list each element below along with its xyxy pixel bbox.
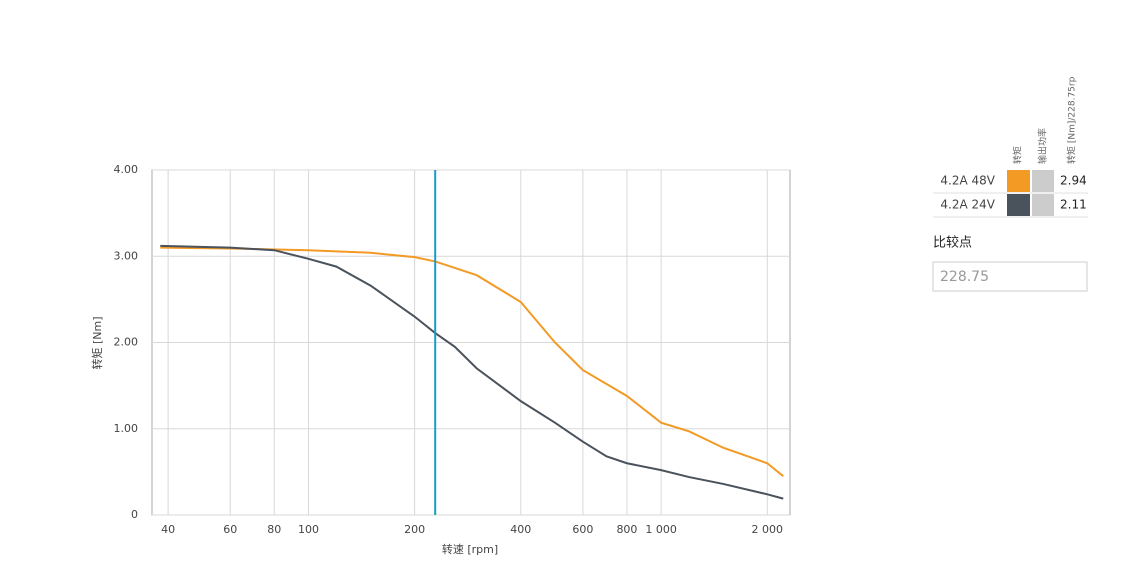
x-tick-label: 1 000 <box>645 523 677 536</box>
legend-value: 2.94 <box>1060 174 1087 188</box>
x-tick-label: 60 <box>223 523 237 536</box>
x-tick-label: 200 <box>404 523 425 536</box>
x-tick-label: 2 000 <box>752 523 784 536</box>
legend-swatch <box>1007 170 1030 192</box>
x-axis-label: 转速 [rpm] <box>442 542 498 556</box>
x-tick-label: 600 <box>572 523 593 536</box>
y-tick-label: 3.00 <box>114 249 139 262</box>
legend-name: 4.2A 48V <box>940 174 995 188</box>
legend-value: 2.11 <box>1060 198 1087 212</box>
legend-header: 转矩 <box>1012 146 1024 164</box>
legend-swatch <box>1007 194 1030 216</box>
y-axis-label: 转矩 [Nm] <box>90 316 104 369</box>
series-line <box>160 246 784 477</box>
x-tick-label: 40 <box>161 523 175 536</box>
x-tick-label: 100 <box>298 523 319 536</box>
y-tick-label: 0 <box>131 508 138 521</box>
legend-header: 输出功率 <box>1037 128 1049 164</box>
legend-swatch <box>1032 170 1054 192</box>
y-tick-label: 1.00 <box>114 422 139 435</box>
legend-swatch <box>1032 194 1054 216</box>
y-tick-label: 2.00 <box>114 336 139 349</box>
x-tick-label: 80 <box>267 523 281 536</box>
x-tick-label: 400 <box>510 523 531 536</box>
series-line <box>160 244 784 500</box>
compare-value: 228.75 <box>940 269 989 285</box>
legend-name: 4.2A 24V <box>940 198 995 212</box>
legend-header: 转矩 [Nm]/228.75rp <box>1066 76 1078 164</box>
x-tick-label: 800 <box>616 523 637 536</box>
y-tick-label: 4.00 <box>114 163 139 176</box>
compare-input[interactable] <box>932 261 1088 292</box>
compare-label: 比较点 <box>933 236 972 251</box>
